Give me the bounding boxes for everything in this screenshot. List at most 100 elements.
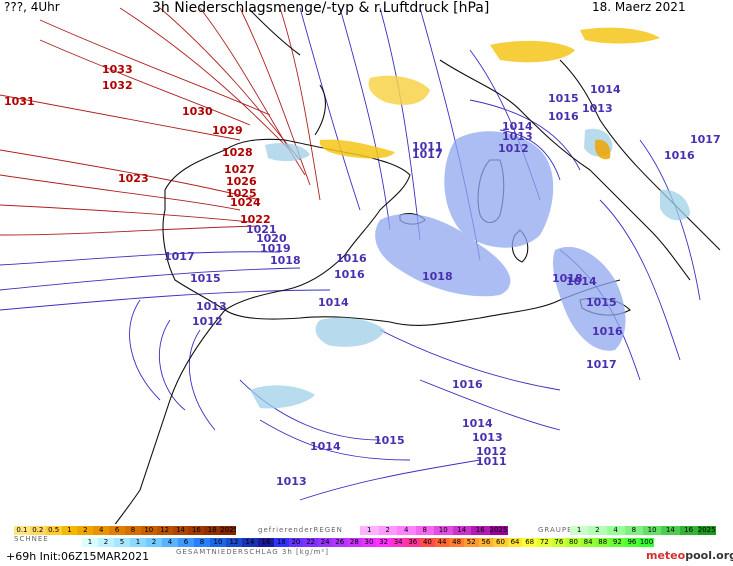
isobar-label: 1016	[334, 268, 365, 281]
legend-swatch: 1	[360, 526, 379, 535]
isobar-label: 1015	[190, 272, 221, 285]
meteopool-logo[interactable]: meteopool.org	[646, 549, 733, 562]
isobar-label: 1012	[498, 142, 529, 155]
legend-swatch: 2	[98, 538, 114, 547]
legend-swatch: 12	[226, 538, 242, 547]
legend-swatch: 2025+	[489, 526, 508, 535]
isobar-label: 1021	[246, 223, 277, 236]
legend-swatch: 14	[452, 526, 471, 535]
isobar-label: 1022	[240, 213, 271, 226]
legend-snow-label: SCHNEE	[14, 535, 49, 543]
isobar-label: 1024	[230, 196, 261, 209]
legend-swatch: 14	[172, 526, 189, 535]
logo-part-a: meteo	[646, 549, 686, 562]
precipitation-light	[319, 27, 660, 160]
legend-swatch: 14	[242, 538, 258, 547]
legend-swatch: 30	[361, 538, 377, 547]
legend-swatch: 2	[378, 526, 397, 535]
isobar-label: 1014	[566, 275, 597, 288]
legend-freezing-rain-label: gefrierenderREGEN	[258, 526, 343, 534]
legend-swatch: 16	[188, 526, 205, 535]
legend-swatch: 22	[303, 538, 318, 547]
isobar-label: 1013	[502, 130, 533, 143]
legend-swatch: 10	[643, 526, 662, 535]
legend-swatch: 18	[204, 526, 221, 535]
isobar-label: 1016	[664, 149, 695, 162]
legend-swatch: 60	[493, 538, 508, 547]
run-info: +69h Init:06Z15MAR2021	[6, 550, 150, 563]
isobar-label: 1011	[476, 455, 507, 468]
legend-swatch: 84	[580, 538, 596, 547]
isobar-label: 1029	[212, 124, 243, 137]
isobar-label: 1016	[592, 325, 623, 338]
isobar-label: 1011	[412, 140, 443, 153]
isobar-label: 1016	[548, 110, 579, 123]
isobar-label: 1018	[270, 254, 301, 267]
isobar-label: 1019	[260, 242, 291, 255]
map-title: 3h Niederschlagsmenge/-typ & r.Luftdruck…	[152, 0, 490, 16]
isobar-label: 1023	[118, 172, 149, 185]
legend-swatch: 26	[332, 538, 348, 547]
isobar-label: 1016	[336, 252, 367, 265]
isobar-label: 1013	[582, 102, 613, 115]
legend-swatch: 4	[606, 526, 625, 535]
isobar-label: 1013	[276, 475, 307, 488]
legend-swatch: 36	[405, 538, 421, 547]
legend-swatch: 2	[588, 526, 607, 535]
legend-swatch: 88	[595, 538, 611, 547]
isobar-label: 1014	[310, 440, 341, 453]
legend-swatch: 4	[93, 526, 110, 535]
isobar-label: 1014	[462, 417, 493, 430]
isobar-label: 1014	[590, 83, 621, 96]
legend-swatch: 92	[610, 538, 625, 547]
legend-swatch: 40	[420, 538, 435, 547]
legend-swatch: 10	[434, 526, 453, 535]
isobar-label: 1030	[182, 105, 213, 118]
legend-swatch: 2	[146, 538, 162, 547]
legend-swatch: 12	[156, 526, 173, 535]
legend-swatch: 20	[288, 538, 304, 547]
legend-swatch: 6	[109, 526, 126, 535]
isobars-high	[0, 7, 321, 236]
legend-swatch: 8	[624, 526, 643, 535]
legend-swatch: 5	[114, 538, 130, 547]
legend-swatch: 76	[551, 538, 567, 547]
legend-swatch: 34	[390, 538, 406, 547]
isobar-label: 1014	[318, 296, 349, 309]
legend-swatch: 4	[397, 526, 416, 535]
legend-swatch: 8	[415, 526, 434, 535]
isobar-label: 1017	[412, 148, 443, 161]
legend-swatch: 24	[317, 538, 333, 547]
legend-swatch: 1	[130, 538, 146, 547]
forecast-time-label: ???, 4Uhr	[4, 0, 60, 14]
legend-swatch: 64	[507, 538, 523, 547]
legend-swatch: 44	[434, 538, 450, 547]
legend-swatch: 8	[194, 538, 210, 547]
legend-swatch: 52	[463, 538, 479, 547]
legend-swatch: 16	[679, 526, 698, 535]
isobar-label: 1015	[548, 92, 579, 105]
legend-swatch: 0.1	[14, 526, 30, 535]
legend-total-label: GESAMTNIEDERSCHLAG 3h [kg/m²]	[176, 548, 329, 556]
logo-part-b: pool	[685, 549, 712, 562]
isobar-label: 1017	[690, 133, 721, 146]
isobar-label: 1027	[224, 163, 255, 176]
legend-bar-total: 18 20 22 24 26 28 30 32 34 36 40 44 48 52 56 60 64 68 72 76…	[274, 538, 654, 547]
isobar-label: 1015	[374, 434, 405, 447]
legend-swatch: 16	[471, 526, 490, 535]
isobar-label: 1013	[472, 431, 503, 444]
isobar-label: 1012	[192, 315, 223, 328]
isobar-label: 1018	[422, 270, 453, 283]
legend-swatch: 10	[210, 538, 226, 547]
isobar-label: 1018	[552, 272, 583, 285]
legend-swatch: 8	[125, 526, 141, 535]
legend-swatch: 0.5	[45, 526, 62, 535]
isobar-label: 1015	[586, 296, 617, 309]
isobar-label: 1013	[196, 300, 227, 313]
legend-swatch: 0.2	[29, 526, 46, 535]
isobar-label: 1016	[452, 378, 483, 391]
legend-swatch: 10	[140, 526, 157, 535]
isobar-label: 1031	[4, 95, 35, 108]
